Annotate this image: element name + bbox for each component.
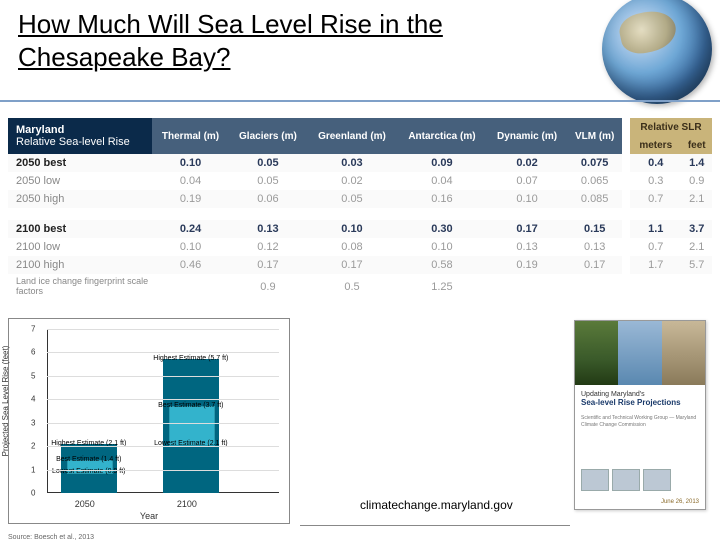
col-relative-slr: Relative SLR xyxy=(630,118,712,136)
table-title-cell: Maryland Relative Sea-level Rise xyxy=(8,118,152,154)
table-row: 2050 high0.190.060.050.160.100.0850.72.1 xyxy=(8,190,712,208)
table-title-l2: Relative Sea-level Rise xyxy=(16,136,130,148)
card-date: June 26, 2013 xyxy=(661,499,699,505)
table-row: 2050 low0.040.050.020.040.070.0650.30.9 xyxy=(8,172,712,190)
chart-xlabel: Year xyxy=(9,511,289,521)
table-row: 2100 high0.460.170.170.580.190.171.75.7 xyxy=(8,256,712,274)
col-glaciers: Glaciers (m) xyxy=(229,118,307,154)
col-thermal: Thermal (m) xyxy=(152,118,229,154)
table-row: Land ice change fingerprint scale factor… xyxy=(8,274,712,300)
table-row: 2100 low0.100.120.080.100.130.130.72.1 xyxy=(8,238,712,256)
col-greenland: Greenland (m) xyxy=(307,118,397,154)
card-line2: Sea-level Rise Projections xyxy=(581,398,681,407)
page-title: How Much Will Sea Level Rise in the Ches… xyxy=(18,8,498,73)
card-thumb-row xyxy=(581,469,671,491)
card-line1: Updating Maryland's xyxy=(581,391,645,398)
report-thumbnail: Updating Maryland's Sea-level Rise Proje… xyxy=(574,320,706,510)
col-antarctica: Antarctica (m) xyxy=(397,118,487,154)
table-row: 2100 best0.240.130.100.300.170.151.13.7 xyxy=(8,220,712,238)
card-image-strip xyxy=(575,321,705,385)
col-dynamic: Dynamic (m) xyxy=(487,118,568,154)
chart-source: Source: Boesch et al., 2013 xyxy=(8,534,94,540)
chart-ylabel: Projected Sea Level Rise (feet) xyxy=(1,345,10,456)
col-feet: feet xyxy=(681,136,712,154)
globe-image xyxy=(602,0,712,104)
card-line3: Scientific and Technical Working Group —… xyxy=(581,415,696,428)
header-divider xyxy=(0,100,720,102)
table-title-l1: Maryland xyxy=(16,124,64,136)
col-vlm: VLM (m) xyxy=(567,118,622,154)
slr-bar-chart: Projected Sea Level Rise (feet) Highest … xyxy=(8,318,290,524)
table-row: 2050 best0.100.050.030.090.020.0750.41.4 xyxy=(8,154,712,172)
footer-line xyxy=(300,525,570,526)
col-meters: meters xyxy=(630,136,681,154)
slr-table: Maryland Relative Sea-level Rise Thermal… xyxy=(8,118,712,300)
source-url: climatechange.maryland.gov xyxy=(360,498,513,512)
